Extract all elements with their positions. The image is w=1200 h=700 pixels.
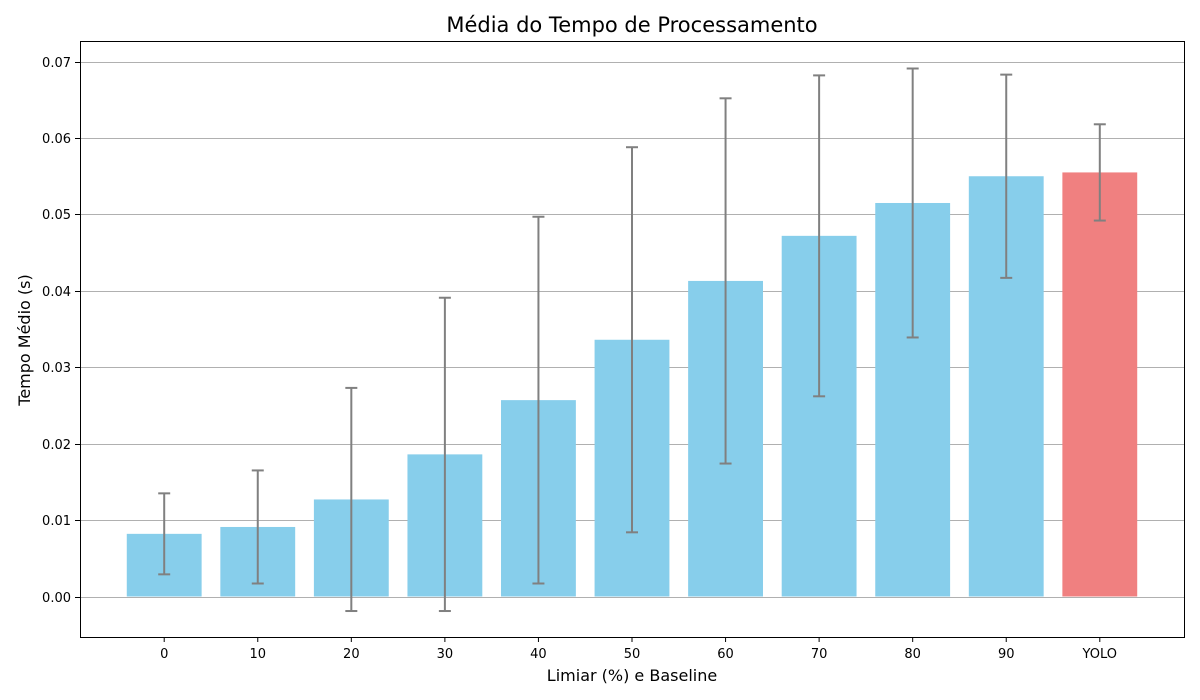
x-tick-label-20: 20 — [343, 647, 360, 662]
x-tick-label-90: 90 — [998, 647, 1015, 662]
x-tick-label-50: 50 — [624, 647, 641, 662]
x-axis-label: Limiar (%) e Baseline — [547, 666, 717, 685]
y-tick-label-0: 0.00 — [42, 591, 71, 606]
y-axis-label: Tempo Médio (s) — [15, 274, 34, 406]
y-tick-label-7: 0.07 — [42, 56, 71, 71]
y-tick-label-5: 0.05 — [42, 208, 71, 223]
bar-YOLO — [1062, 172, 1138, 597]
y-tick-label-1: 0.01 — [42, 514, 71, 529]
x-tick-label-30: 30 — [437, 647, 454, 662]
x-tick-label-40: 40 — [530, 647, 547, 662]
y-tick-label-4: 0.04 — [42, 285, 71, 300]
chart-title: Média do Tempo de Processamento — [446, 13, 817, 37]
y-tick-label-2: 0.02 — [42, 438, 71, 453]
x-tick-label-0: 0 — [160, 647, 168, 662]
y-tick-label-6: 0.06 — [42, 132, 71, 147]
error-bars — [158, 67, 1106, 613]
y-tick-label-3: 0.03 — [42, 361, 71, 376]
y-axis-ticks: 0.00 0.01 0.02 0.03 0.04 0.05 0.06 0.07 — [42, 56, 80, 606]
x-tick-label-80: 80 — [904, 647, 921, 662]
x-tick-label-60: 60 — [717, 647, 734, 662]
x-tick-label-10: 10 — [249, 647, 266, 662]
x-tick-label-YOLO: YOLO — [1082, 647, 1117, 662]
x-axis-ticks: 0 10 20 30 40 50 60 70 80 90 YOLO — [160, 637, 1117, 662]
x-tick-label-70: 70 — [811, 647, 828, 662]
